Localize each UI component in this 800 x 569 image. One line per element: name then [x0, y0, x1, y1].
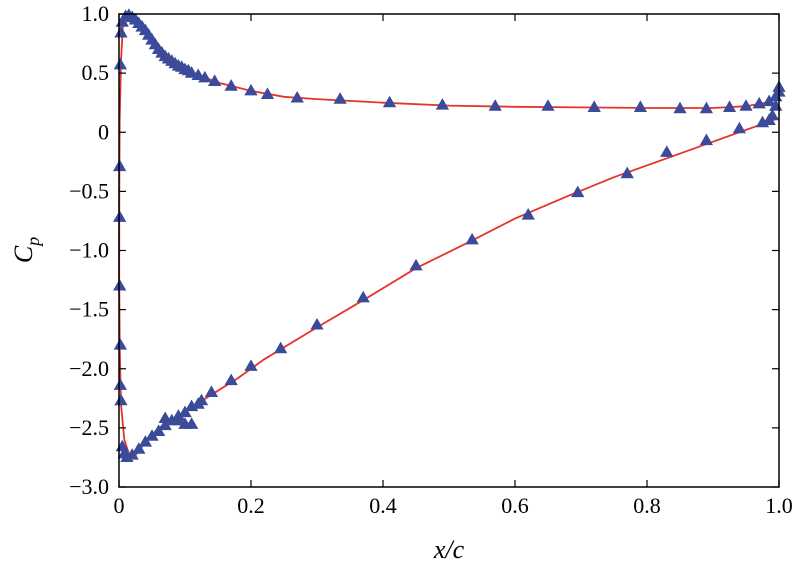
y-axis-label: Cp [9, 237, 43, 263]
y-tick-label: 0 [98, 119, 109, 144]
data-point [739, 99, 753, 111]
x-axis: 0 0.2 0.4 0.6 0.8 1.0 [114, 14, 793, 518]
data-point [409, 258, 423, 271]
data-point [224, 373, 238, 386]
data-point [113, 378, 127, 390]
data-point [541, 99, 555, 111]
y-axis-label-sub: p [23, 237, 43, 248]
data-point [699, 101, 713, 114]
data-point [722, 100, 737, 112]
data-point [274, 341, 288, 354]
data-point [310, 318, 324, 330]
y-tick-label: −1.0 [69, 238, 109, 263]
y-tick-label: 0.5 [82, 60, 110, 85]
data-point [113, 57, 127, 70]
data-point [260, 87, 275, 99]
data-point [204, 385, 219, 397]
data-point [117, 446, 131, 459]
y-tick-label: −2.5 [69, 415, 109, 440]
svg-text:Cp: Cp [9, 237, 43, 263]
data-markers [113, 8, 786, 462]
y-tick-label: −3.0 [69, 474, 109, 499]
data-point [755, 115, 770, 128]
data-point [244, 83, 258, 96]
data-point [571, 185, 585, 198]
data-point [184, 417, 199, 429]
data-point [178, 405, 192, 418]
data-point [290, 91, 304, 103]
y-tick-label: −0.5 [69, 178, 109, 203]
data-point [633, 100, 647, 112]
data-point [244, 359, 258, 371]
data-point [488, 99, 502, 111]
data-point [114, 25, 128, 38]
data-point [762, 94, 776, 107]
data-point [138, 435, 153, 447]
data-point [113, 338, 127, 350]
data-point [198, 70, 212, 83]
data-point [660, 145, 674, 157]
x-tick-label: 0.4 [369, 493, 397, 518]
data-point [356, 290, 370, 303]
x-tick-label: 0 [114, 493, 125, 518]
data-point [587, 100, 601, 112]
y-tick-label: −2.0 [69, 356, 109, 381]
data-point [114, 393, 128, 406]
data-point [118, 9, 133, 21]
data-point [752, 96, 766, 109]
data-point [620, 166, 634, 179]
y-axis-label-main: C [9, 245, 38, 263]
x-tick-label: 0.2 [237, 493, 265, 518]
data-point [145, 429, 159, 441]
data-point [171, 413, 186, 426]
data-point [673, 101, 687, 114]
data-point [732, 121, 746, 134]
data-point [699, 133, 713, 146]
data-point [382, 95, 397, 108]
data-point [191, 397, 205, 409]
x-axis-label: x/c [433, 535, 465, 564]
data-point [224, 79, 238, 91]
data-point [132, 442, 146, 454]
data-point [158, 418, 172, 431]
data-point [208, 74, 222, 86]
y-tick-label: −1.5 [69, 297, 109, 322]
data-point [158, 411, 172, 423]
y-tick-label: 1.0 [82, 1, 110, 26]
data-point [521, 208, 535, 220]
x-tick-label: 0.6 [501, 493, 529, 518]
data-point [151, 424, 166, 436]
x-tick-label: 0.8 [633, 493, 661, 518]
data-point [435, 98, 449, 110]
data-point [465, 232, 479, 245]
x-tick-label: 1.0 [765, 493, 793, 518]
y-axis: 1.0 0.5 0 −0.5 −1.0 −1.5 −2.0 −2.5 −3.0 [69, 1, 779, 499]
data-point [333, 92, 347, 104]
